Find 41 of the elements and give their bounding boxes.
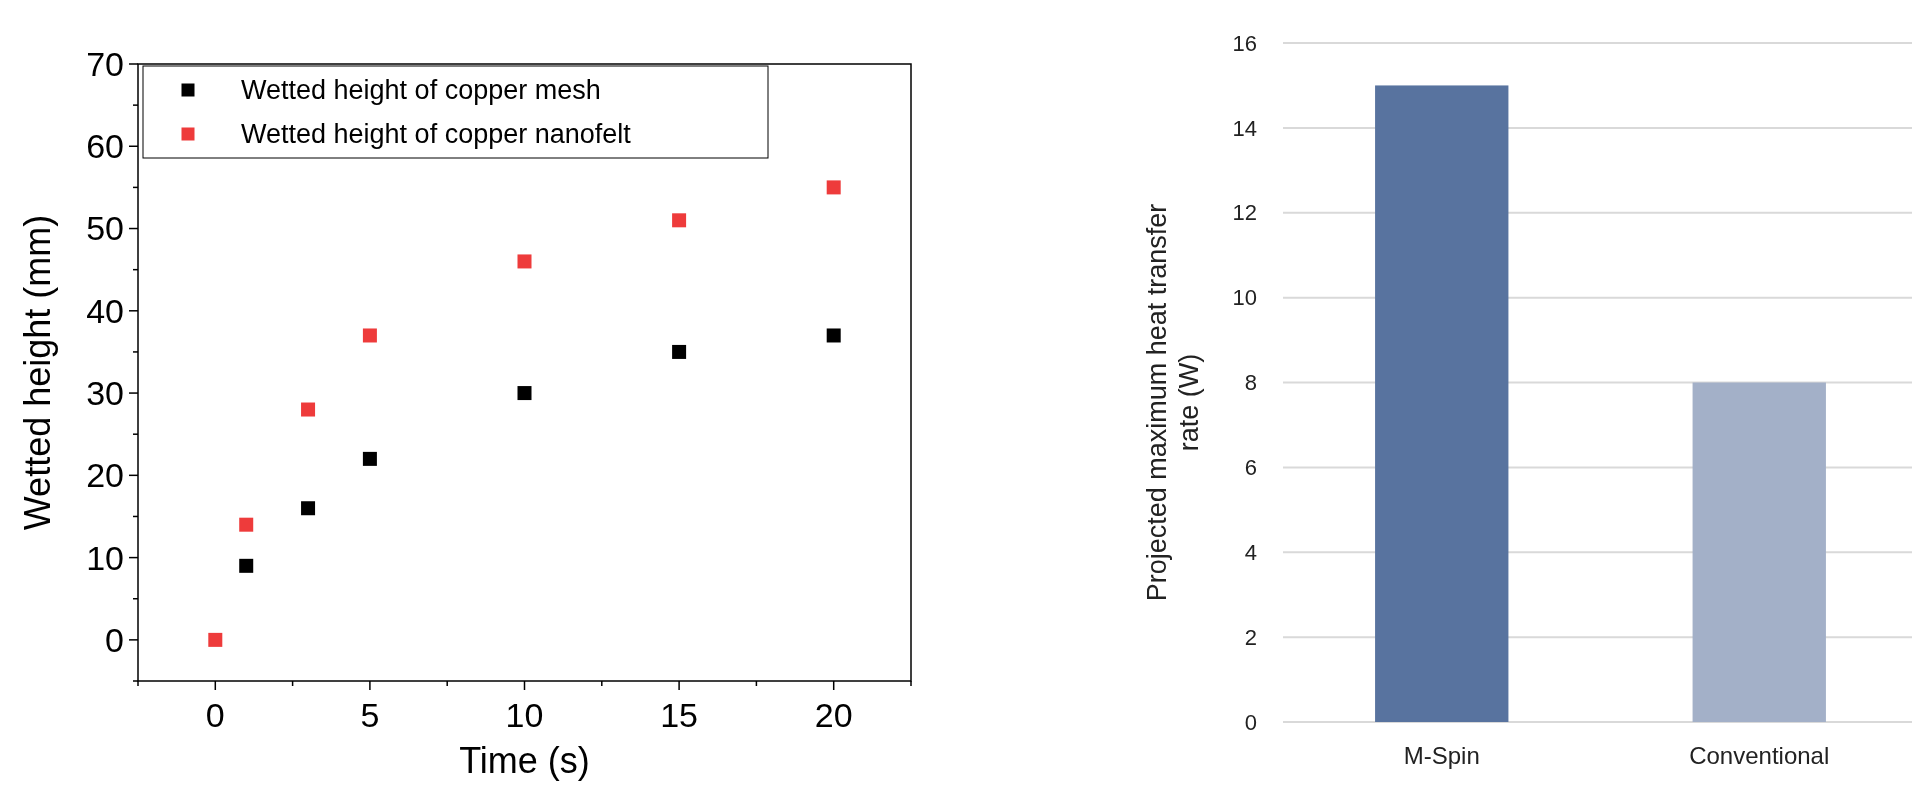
legend-label: Wetted height of copper nanofelt	[241, 119, 632, 150]
y-tick-label: 16	[1232, 30, 1257, 56]
y-tick-label: 50	[86, 209, 124, 248]
y-tick-label: 6	[1244, 455, 1257, 481]
point	[517, 386, 532, 401]
y-tick-label: 10	[86, 538, 124, 577]
x-tick-label: 15	[660, 696, 699, 734]
y-tick-label: 70	[86, 44, 124, 83]
y-axis-title: Projected maximum heat transfer rate (W)	[1142, 203, 1204, 602]
y-tick-label: 10	[1232, 285, 1257, 311]
y-tick-label: 14	[1232, 115, 1257, 141]
point	[826, 180, 841, 195]
x-tick-label: 0	[205, 696, 225, 734]
x-axis-title: Time (s)	[459, 740, 590, 781]
point	[301, 402, 316, 417]
y-tick-label: 30	[86, 373, 124, 412]
point	[826, 328, 841, 343]
y-tick-label: 4	[1244, 539, 1257, 565]
point	[362, 328, 377, 343]
x-tick-label: 5	[360, 696, 380, 734]
x-tick-label: 20	[814, 696, 853, 734]
point	[208, 632, 223, 647]
y-tick-label: 0	[105, 620, 124, 659]
y-tick-label: 12	[1232, 200, 1257, 226]
y-axis-title: Wetted height (mm)	[17, 214, 58, 531]
x-tick-label: 10	[505, 696, 544, 734]
y-tick-label: 40	[86, 291, 124, 330]
point	[239, 558, 254, 573]
x-tick-label: Conventional	[1689, 742, 1830, 769]
y-tick-label: 2	[1244, 624, 1257, 650]
point	[301, 501, 316, 516]
y-tick-label: 20	[86, 456, 124, 495]
point	[362, 451, 377, 466]
point	[672, 344, 687, 359]
legend-label: Wetted height of copper mesh	[241, 75, 601, 106]
y-tick-label: 60	[86, 127, 124, 166]
y-tick-label: 8	[1244, 370, 1257, 396]
x-tick-label: M-Spin	[1403, 742, 1480, 769]
point	[239, 517, 254, 532]
point	[517, 254, 532, 269]
point	[672, 213, 687, 228]
